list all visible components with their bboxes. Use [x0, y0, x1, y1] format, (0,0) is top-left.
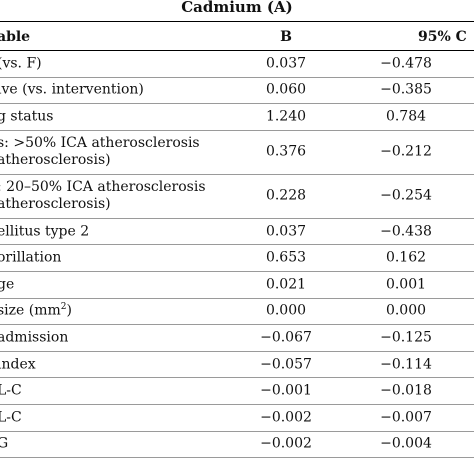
table-row: ge 0.021 0.001 — [0, 272, 474, 299]
cell-variable: admission — [0, 329, 69, 346]
cell-ci: −0.478 — [380, 55, 432, 72]
cell-ci: 0.001 — [385, 276, 427, 293]
cell-variable-text: size (mm — [0, 302, 61, 319]
cell-b: 0.037 — [265, 55, 307, 72]
cell-variable: G — [0, 435, 9, 452]
cell-variable: : 20–50% ICA atherosclerosis atheroscler… — [0, 179, 206, 213]
cell-b: 1.240 — [265, 108, 307, 125]
cell-variable: ive (vs. intervention) — [0, 81, 144, 98]
cell-ci: 0.784 — [385, 108, 427, 125]
cell-variable-superscript: 2 — [60, 302, 67, 313]
cell-ci: 0.162 — [385, 249, 427, 266]
table-header: able B 95% C — [0, 24, 474, 50]
table-row: index −0.057 −0.114 — [0, 352, 474, 379]
table-row: G −0.002 −0.004 — [0, 432, 474, 459]
cell-variable: ge — [0, 276, 15, 293]
cell-variable: L-C — [0, 409, 22, 426]
table-row: : 20–50% ICA atherosclerosis atheroscler… — [0, 175, 474, 219]
top-rule — [0, 21, 474, 22]
cell-variable: g status — [0, 108, 54, 125]
cell-b: 0.060 — [265, 81, 307, 98]
table-title: Cadmium (A) — [181, 0, 293, 16]
table-row: L-C −0.002 −0.007 — [0, 405, 474, 432]
cell-b: −0.002 — [260, 435, 312, 452]
cell-variable: size (mm2) — [0, 303, 247, 320]
cell-variable: (vs. F) — [0, 55, 42, 72]
cell-variable-suffix: ) — [66, 302, 72, 319]
header-variable: able — [0, 29, 31, 45]
cell-ci: −0.212 — [380, 143, 432, 160]
cell-ci: −0.254 — [380, 187, 432, 204]
header-b: B — [280, 29, 292, 45]
header-ci: 95% C — [418, 29, 467, 45]
cell-ci: −0.114 — [380, 356, 432, 373]
cell-b: 0.228 — [265, 187, 307, 204]
table-row: (vs. F) 0.037 −0.478 — [0, 51, 474, 78]
cell-ci: −0.125 — [380, 329, 432, 346]
table-row: admission −0.067 −0.125 — [0, 325, 474, 352]
cell-variable: index — [0, 356, 36, 373]
cell-b: 0.000 — [265, 302, 307, 319]
cell-variable: L-C — [0, 382, 22, 399]
table-body: (vs. F) 0.037 −0.478 ive (vs. interventi… — [0, 51, 474, 459]
cell-variable: orillation — [0, 249, 62, 266]
table-row: ellitus type 2 0.037 −0.438 — [0, 219, 474, 246]
cell-ci: 0.000 — [385, 302, 427, 319]
cell-b: 0.653 — [265, 249, 307, 266]
cell-ci: −0.385 — [380, 81, 432, 98]
cell-b: 0.021 — [265, 276, 307, 293]
cell-ci: −0.018 — [380, 382, 432, 399]
table-row: size (mm2) 0.000 0.000 — [0, 299, 474, 326]
cell-ci: −0.007 — [380, 409, 432, 426]
table-row: s: >50% ICA atherosclerosis atherosclero… — [0, 131, 474, 175]
cell-b: 0.376 — [265, 143, 307, 160]
table-row: ive (vs. intervention) 0.060 −0.385 — [0, 78, 474, 105]
cell-variable: s: >50% ICA atherosclerosis atherosclero… — [0, 135, 200, 169]
cell-b: −0.002 — [260, 409, 312, 426]
table-row: L-C −0.001 −0.018 — [0, 378, 474, 405]
cell-b: 0.037 — [265, 223, 307, 240]
cell-variable: ellitus type 2 — [0, 223, 90, 240]
cell-ci: −0.438 — [380, 223, 432, 240]
table-row: orillation 0.653 0.162 — [0, 245, 474, 272]
cell-b: −0.057 — [260, 356, 312, 373]
cell-ci: −0.004 — [380, 435, 432, 452]
cell-b: −0.067 — [260, 329, 312, 346]
table-row: g status 1.240 0.784 — [0, 104, 474, 131]
cell-b: −0.001 — [260, 382, 312, 399]
header-rule — [0, 50, 474, 51]
